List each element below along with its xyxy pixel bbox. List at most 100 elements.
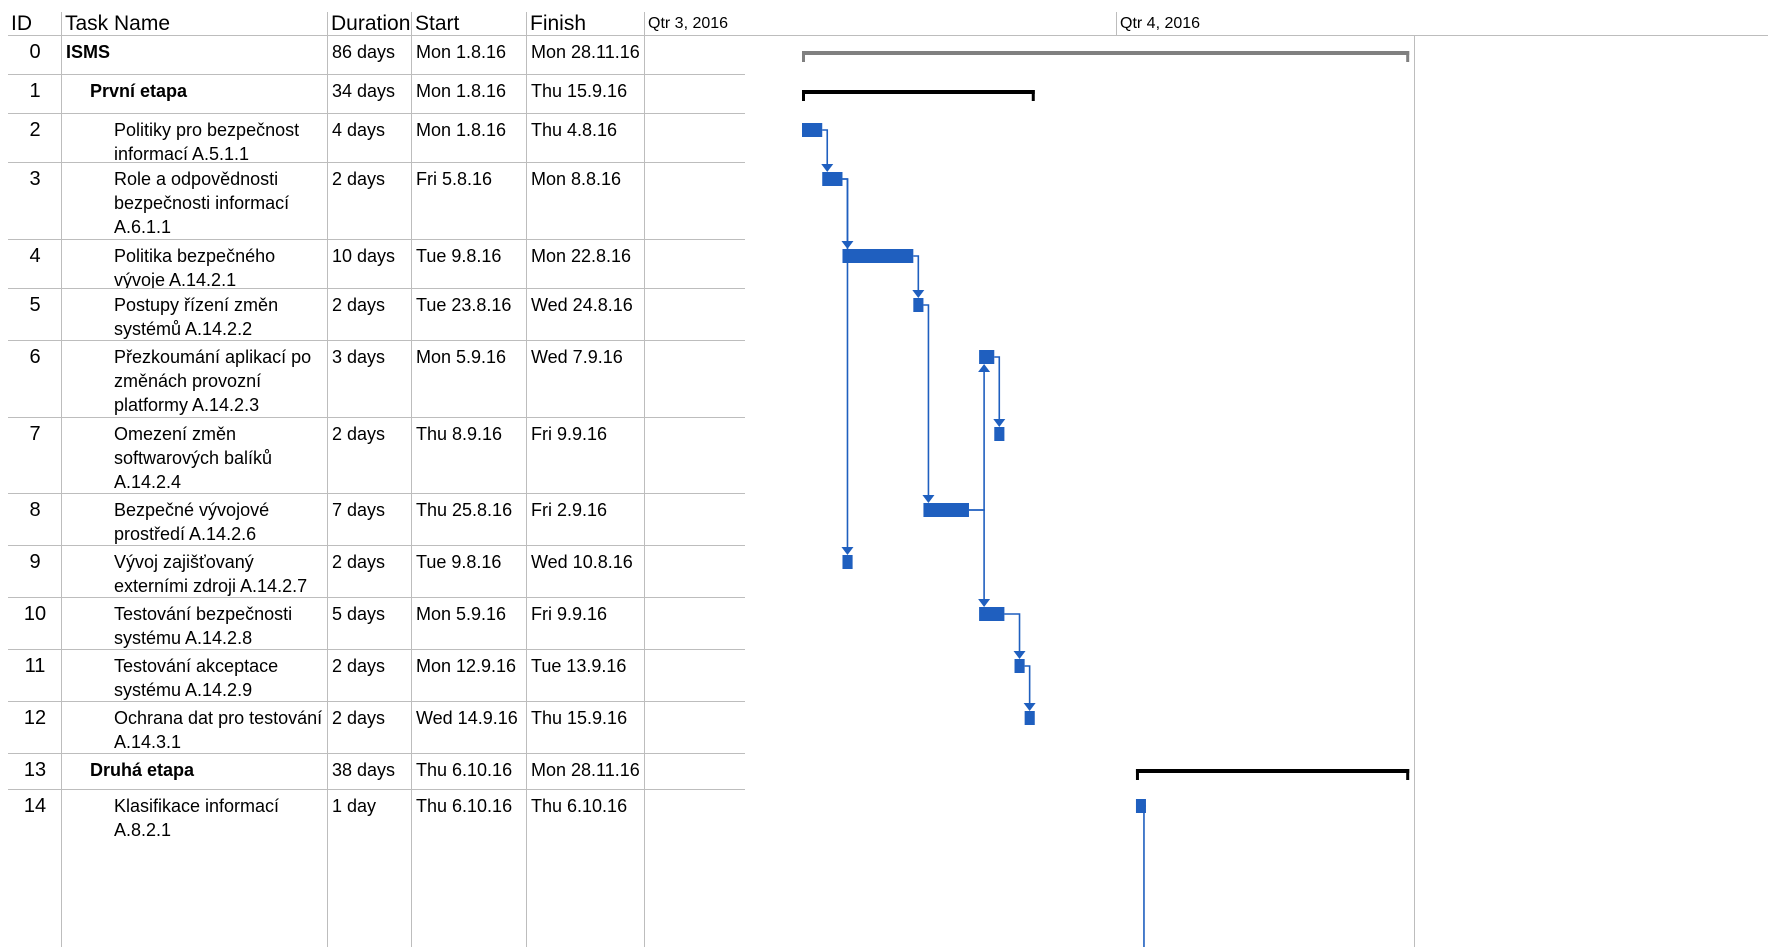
task-start-cell[interactable]: Mon 5.9.16 <box>416 604 507 624</box>
task-bar[interactable] <box>1014 659 1025 673</box>
task-finish-cell[interactable]: Wed 7.9.16 <box>531 347 623 367</box>
task-duration-cell[interactable]: 2 days <box>332 424 386 444</box>
task-bar[interactable] <box>913 298 924 312</box>
column-header-task-name[interactable]: Task Name <box>62 12 328 36</box>
column-header-duration[interactable]: Duration <box>328 12 412 36</box>
task-duration-cell[interactable]: 2 days <box>332 552 386 572</box>
summary-bar-end-tick[interactable] <box>1406 769 1410 780</box>
task-id-cell[interactable]: 7 <box>29 423 41 445</box>
task-id-cell[interactable]: 10 <box>23 603 47 625</box>
task-start-cell[interactable]: Thu 8.9.16 <box>416 424 503 444</box>
task-bar[interactable] <box>1135 799 1146 813</box>
task-duration-cell[interactable]: 34 days <box>332 81 396 101</box>
task-duration-cell[interactable]: 86 days <box>332 42 396 62</box>
task-finish-cell[interactable]: Thu 15.9.16 <box>531 708 628 728</box>
task-name-cell[interactable]: Role a odpovědnosti bezpečnosti informac… <box>114 169 290 237</box>
task-bar[interactable] <box>842 249 914 263</box>
task-id-cell[interactable]: 13 <box>23 759 47 781</box>
task-duration-cell[interactable]: 2 days <box>332 295 386 315</box>
task-id-cell[interactable]: 9 <box>29 551 41 573</box>
task-finish-cell[interactable]: Mon 28.11.16 <box>531 42 640 62</box>
task-id-cell[interactable]: 1 <box>29 80 41 102</box>
column-header-start[interactable]: Start <box>412 12 527 36</box>
task-name-cell[interactable]: Ochrana dat pro testování A.14.3.1 <box>114 708 323 752</box>
task-name-cell[interactable]: Politika bezpečného vývoje A.14.2.1 <box>114 246 276 289</box>
task-finish-cell[interactable]: Thu 4.8.16 <box>531 120 618 140</box>
task-id-cell[interactable]: 8 <box>29 499 41 521</box>
task-name-cell[interactable]: Omezení změn softwarových balíků A.14.2.… <box>114 424 273 492</box>
summary-bar[interactable] <box>802 51 1410 55</box>
task-name-cell[interactable]: Testování akceptace systému A.14.2.9 <box>114 656 279 700</box>
table-row[interactable]: 5 Postupy řízení změn systémů A.14.2.2 2 d… <box>8 289 645 341</box>
task-id-cell[interactable]: 14 <box>23 795 47 817</box>
task-duration-cell[interactable]: 10 days <box>332 246 396 266</box>
table-row[interactable]: 12 Ochrana dat pro testování A.14.3.1 2 da… <box>8 702 645 754</box>
table-row[interactable]: 3 Role a odpovědnosti bezpečnosti informa… <box>8 163 645 240</box>
task-start-cell[interactable]: Tue 9.8.16 <box>416 552 502 572</box>
task-name-cell[interactable]: Klasifikace informací A.8.2.1 <box>114 796 280 840</box>
task-id-cell[interactable]: 2 <box>29 119 41 141</box>
task-name-cell[interactable]: Druhá etapa <box>90 760 195 780</box>
task-start-cell[interactable]: Mon 1.8.16 <box>416 120 507 140</box>
column-header-finish[interactable]: Finish <box>527 12 645 36</box>
task-bar[interactable] <box>994 427 1005 441</box>
table-row[interactable]: 13 Druhá etapa 38 days Thu 6.10.16 Mon 28.11… <box>8 754 645 790</box>
task-start-cell[interactable]: Thu 25.8.16 <box>416 500 513 520</box>
task-start-cell[interactable]: Tue 9.8.16 <box>416 246 502 266</box>
summary-bar-start-tick[interactable] <box>802 90 805 101</box>
task-duration-cell[interactable]: 3 days <box>332 347 386 367</box>
task-finish-cell[interactable]: Mon 22.8.16 <box>531 246 632 266</box>
task-finish-cell[interactable]: Thu 15.9.16 <box>531 81 628 101</box>
task-id-cell[interactable]: 12 <box>23 707 47 729</box>
table-row[interactable]: 11 Testování akceptace systému A.14.2.9 2 … <box>8 650 645 702</box>
summary-bar-end-tick[interactable] <box>1406 51 1410 62</box>
task-name-cell[interactable]: ISMS <box>66 42 111 62</box>
table-row[interactable]: 14 Klasifikace informací A.8.2.1 1 day Thu … <box>8 790 645 947</box>
table-row[interactable]: 2 Politiky pro bezpečnost informací A.5.1… <box>8 114 645 163</box>
table-row[interactable]: 9 Vývoj zajišťovaný externími zdroji A.14… <box>8 546 645 598</box>
task-name-cell[interactable]: Politiky pro bezpečnost informací A.5.1.… <box>114 120 300 163</box>
task-start-cell[interactable]: Mon 1.8.16 <box>416 42 507 62</box>
task-start-cell[interactable]: Thu 6.10.16 <box>416 796 513 816</box>
summary-bar-start-tick[interactable] <box>1135 769 1139 780</box>
task-start-cell[interactable]: Tue 23.8.16 <box>416 295 512 315</box>
task-duration-cell[interactable]: 5 days <box>332 604 386 624</box>
table-row[interactable]: 7 Omezení změn softwarových balíků A.14.2… <box>8 418 645 494</box>
task-bar[interactable] <box>1024 711 1035 725</box>
task-id-cell[interactable]: 3 <box>29 168 41 190</box>
task-start-cell[interactable]: Fri 5.8.16 <box>416 169 493 189</box>
summary-bar[interactable] <box>1135 769 1410 773</box>
summary-bar[interactable] <box>802 90 1035 94</box>
table-row[interactable]: 10 Testování bezpečnosti systému A.14.2.8… <box>8 598 645 650</box>
task-finish-cell[interactable]: Thu 6.10.16 <box>531 796 628 816</box>
task-id-cell[interactable]: 4 <box>29 245 41 267</box>
task-finish-cell[interactable]: Mon 28.11.16 <box>531 760 640 780</box>
task-bar[interactable] <box>979 350 995 364</box>
task-bar[interactable] <box>802 123 823 137</box>
task-finish-cell[interactable]: Wed 24.8.16 <box>531 295 633 315</box>
task-name-cell[interactable]: Přezkoumání aplikací po změnách provozní… <box>114 347 312 415</box>
task-bar[interactable] <box>923 503 969 517</box>
task-finish-cell[interactable]: Fri 9.9.16 <box>531 424 608 444</box>
column-header-id[interactable]: ID <box>8 12 62 36</box>
task-duration-cell[interactable]: 4 days <box>332 120 386 140</box>
task-duration-cell[interactable]: 2 days <box>332 169 386 189</box>
task-bar[interactable] <box>822 172 843 186</box>
task-id-cell[interactable]: 11 <box>24 655 46 677</box>
task-finish-cell[interactable]: Tue 13.9.16 <box>531 656 627 676</box>
task-bar[interactable] <box>842 555 853 569</box>
task-duration-cell[interactable]: 2 days <box>332 708 386 728</box>
summary-bar-start-tick[interactable] <box>802 51 805 62</box>
task-id-cell[interactable]: 0 <box>29 41 41 63</box>
task-id-cell[interactable]: 5 <box>29 294 41 316</box>
task-bar[interactable] <box>979 607 1005 621</box>
task-finish-cell[interactable]: Fri 2.9.16 <box>531 500 608 520</box>
task-duration-cell[interactable]: 7 days <box>332 500 386 520</box>
task-finish-cell[interactable]: Mon 8.8.16 <box>531 169 622 189</box>
task-name-cell[interactable]: První etapa <box>90 81 188 101</box>
task-start-cell[interactable]: Mon 12.9.16 <box>416 656 517 676</box>
task-finish-cell[interactable]: Wed 10.8.16 <box>531 552 633 572</box>
table-row[interactable]: 6 Přezkoumání aplikací po změnách provozn… <box>8 341 645 418</box>
task-start-cell[interactable]: Wed 14.9.16 <box>416 708 518 728</box>
task-name-cell[interactable]: Vývoj zajišťovaný externími zdroji A.14.… <box>114 552 308 596</box>
